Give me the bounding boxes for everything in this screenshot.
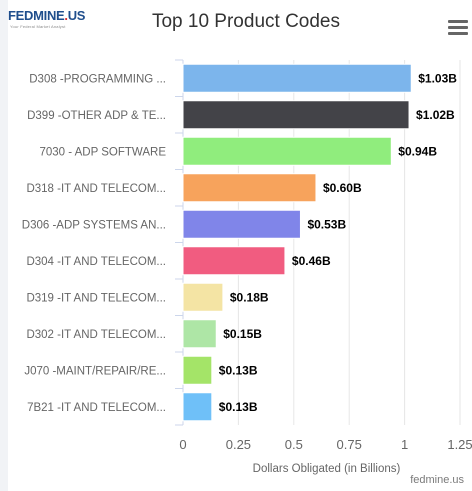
data-label: $1.02B [416,108,455,122]
bar [182,319,217,349]
fedmine-logo: FEDMINE.US [8,8,86,23]
bar [182,100,410,130]
category-label: D302 -IT AND TELECOM... [26,329,166,341]
data-label: $0.94B [398,144,437,158]
data-label: $1.03B [418,71,457,85]
x-tick-label: 0.5 [285,437,303,452]
category-label: D308 -PROGRAMMING ... [29,73,166,85]
data-label: $0.13B [219,363,258,377]
data-label: $0.13B [219,400,258,414]
bar [182,209,301,239]
data-label: $0.18B [230,290,269,304]
bar [182,282,224,312]
bar [182,246,286,276]
x-tick-label: 1 [401,437,408,452]
category-label: D304 -IT AND TELECOM... [26,256,166,268]
bar [182,355,213,385]
category-label: D318 -IT AND TELECOM... [26,183,166,195]
x-axis-title: Dollars Obligated (in Billions) [253,463,401,475]
category-label: 7B21 -IT AND TELECOM... [27,402,166,414]
x-tick-label: 0.75 [337,437,362,452]
x-tick-label: 1.25 [447,437,472,452]
bar [182,136,392,166]
page-left-strip [0,0,8,491]
category-label: 7030 - ADP SOFTWARE [39,146,166,158]
x-tick-label: 0.25 [226,437,251,452]
category-label: J070 -MAINT/REPAIR/RE... [24,365,166,377]
bar [182,173,317,203]
x-tick-label: 0 [179,437,186,452]
chart-credit[interactable]: fedmine.us [410,474,464,486]
bar [182,63,412,93]
logo-tagline: Your Federal Market Analyst [10,24,66,29]
data-label: $0.53B [307,217,346,231]
hamburger-menu-icon[interactable] [448,20,470,38]
category-label: D319 -IT AND TELECOM... [26,292,166,304]
data-label: $0.46B [292,254,331,268]
data-label: $0.15B [223,327,262,341]
data-label: $0.60B [323,181,362,195]
bar [182,392,213,422]
chart-title: Top 10 Product Codes [151,11,340,32]
category-label: D306 -ADP SYSTEMS AN... [22,219,166,231]
category-label: D399 -OTHER ADP & TE... [27,110,166,122]
